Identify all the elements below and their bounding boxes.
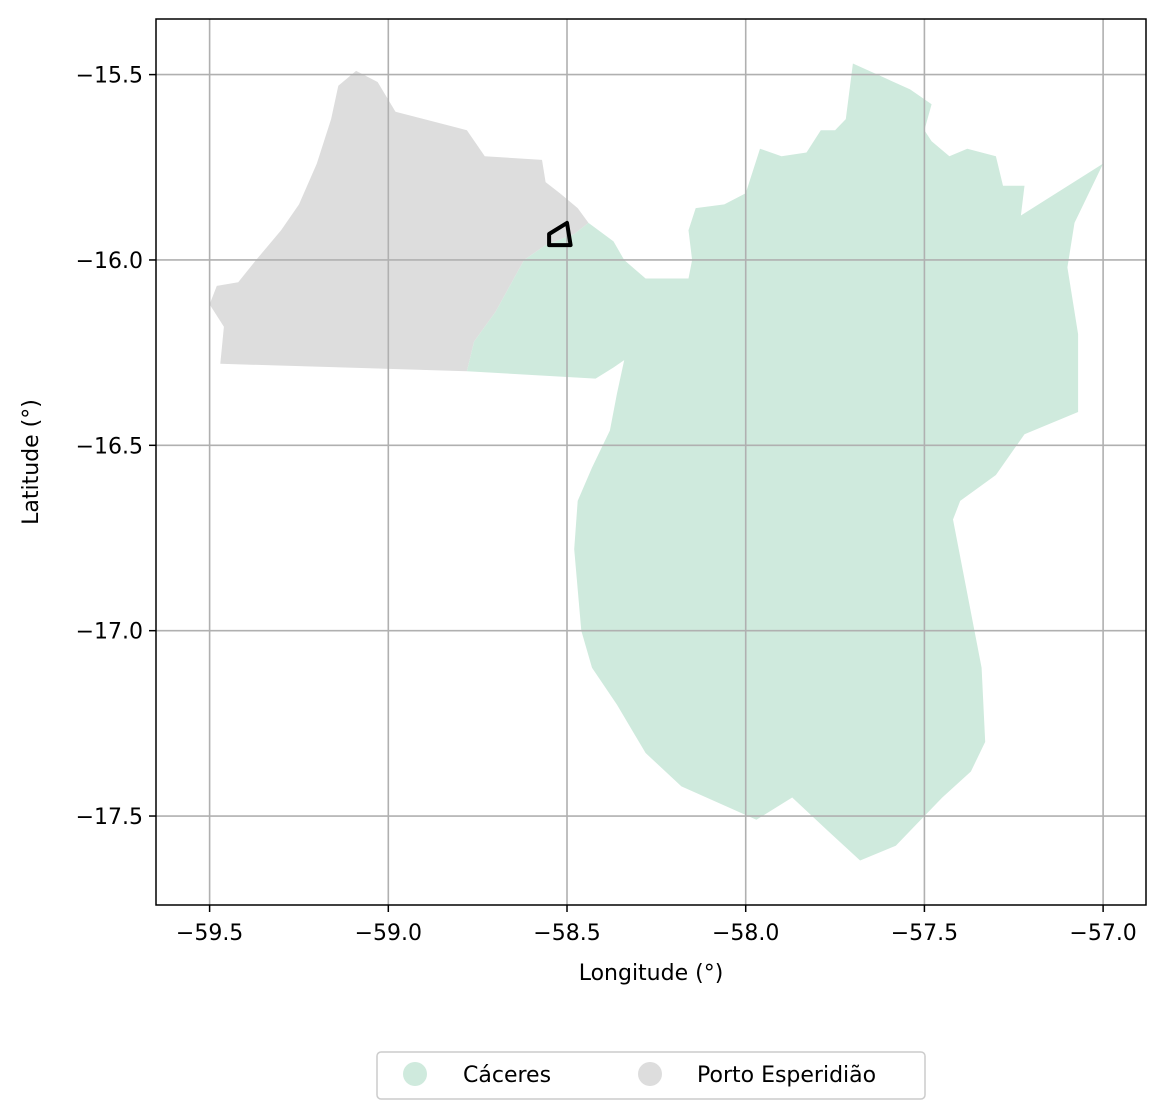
y-tick-label-0: −15.5: [76, 64, 143, 89]
legend-swatch-porto-esperidiao: [638, 1062, 662, 1086]
regions: [209, 63, 1104, 861]
grid: [156, 19, 1146, 905]
site-marker: [547, 220, 573, 248]
x-tick-label-0: −59.5: [176, 921, 243, 946]
legend-label-caceres: Cáceres: [463, 1063, 551, 1088]
plot-frame: [155, 18, 1147, 906]
x-axis-label: Longitude (°): [579, 961, 724, 986]
site-outline: [547, 220, 573, 248]
y-axis-label: Latitude (°): [19, 399, 44, 525]
x-tick-label-4: −57.5: [891, 921, 958, 946]
region-porto-esperidiao: [209, 70, 589, 372]
y-tick-label-1: −16.0: [76, 249, 143, 274]
y-tick-label-2: −16.5: [76, 434, 143, 459]
legend-swatch-caceres: [403, 1062, 427, 1086]
legend-label-porto-esperidiao: Porto Esperidião: [697, 1063, 876, 1088]
x-tick-label-2: −58.5: [533, 921, 600, 946]
x-tick-label-3: −58.0: [712, 921, 779, 946]
x-tick-label-5: −57.0: [1069, 921, 1136, 946]
y-tick-label-4: −17.5: [76, 805, 143, 830]
y-tick-label-3: −17.0: [76, 620, 143, 645]
x-tick-label-1: −59.0: [355, 921, 422, 946]
axis-ticks: −59.5 −59.0 −58.5 −58.0 −57.5 −57.0 −15.5 −16.0…: [76, 64, 1137, 946]
region-caceres: [466, 63, 1104, 861]
legend: Cáceres Porto Esperidião: [376, 1051, 926, 1100]
